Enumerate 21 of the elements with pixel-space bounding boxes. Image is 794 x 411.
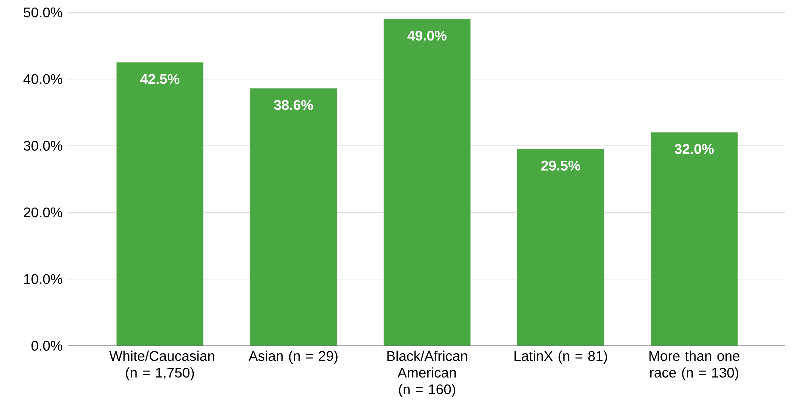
x-tick-label: Black/African American (n = 160) <box>388 350 468 398</box>
data-label: 29.5% <box>542 160 580 171</box>
y-tick-label: 50.0% <box>24 8 63 18</box>
x-tick-label: White/Caucasian (n = 1,750) <box>110 350 214 381</box>
x-tick-label: LatinX (n = 81) <box>514 350 608 364</box>
data-label: 38.6% <box>274 100 314 110</box>
x-tick-label: More than one race (n = 130) <box>650 350 740 381</box>
data-label: 32.0% <box>674 144 714 154</box>
bar <box>116 62 204 346</box>
data-label: 49.0% <box>408 30 447 41</box>
y-tick-label: 20.0% <box>24 208 63 218</box>
bar <box>250 88 338 346</box>
x-tick-label: Asian (n = 29) <box>248 350 338 364</box>
bar <box>384 19 471 346</box>
y-tick-label: 40.0% <box>24 74 63 84</box>
y-tick-label: 30.0% <box>24 141 63 151</box>
y-tick-label: 10.0% <box>24 274 63 284</box>
bar <box>518 149 604 346</box>
bar <box>651 132 738 346</box>
data-label: 42.5% <box>140 74 180 84</box>
y-tick-label: 0.0% <box>32 341 63 351</box>
